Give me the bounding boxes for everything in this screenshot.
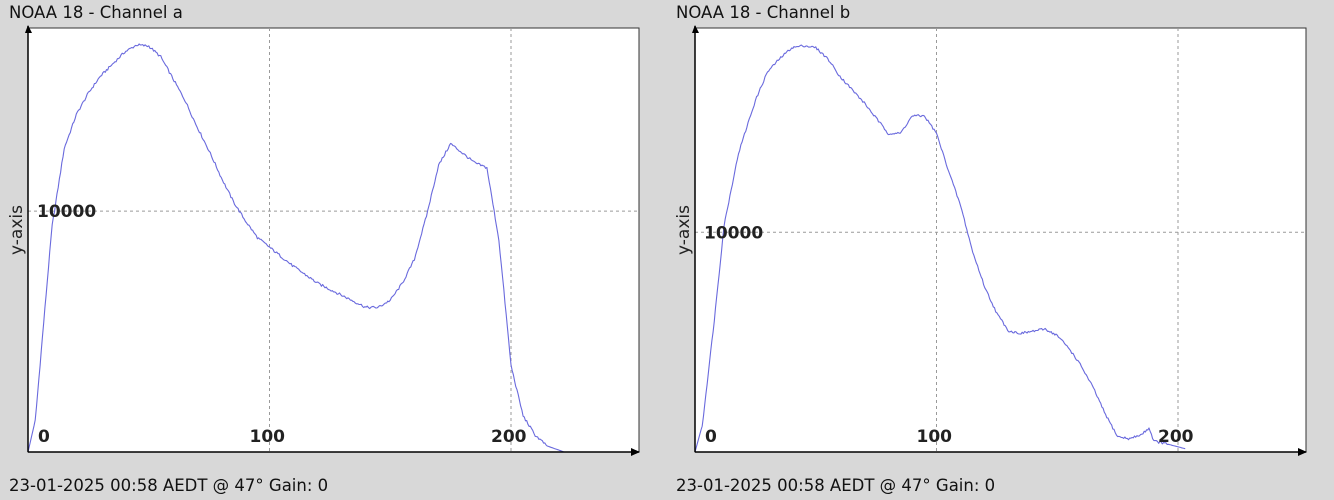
chart-title: NOAA 18 - Channel a — [9, 3, 183, 22]
series-line — [27, 43, 565, 453]
y-axis-arrow — [692, 25, 699, 33]
x-tick-label: 100 — [250, 427, 286, 447]
y-tick-label: 10000 — [37, 202, 96, 222]
y-axis-label: y-axis — [674, 205, 694, 255]
x-tick-label: 0 — [38, 427, 50, 447]
chart-plot-area: 0 100 200 10000 y-axis — [7, 25, 640, 456]
y-axis-arrow — [25, 25, 32, 33]
x-tick-label: 100 — [917, 427, 953, 447]
x-axis-arrow — [1298, 448, 1307, 456]
x-tick-label: 0 — [705, 427, 717, 447]
x-tick-label: 200 — [491, 427, 527, 447]
chart-footer: 23-01-2025 00:58 AEDT @ 47° Gain: 0 — [676, 476, 996, 495]
chart-panel-channel-a: NOAA 18 - Channel a 0 100 200 10000 y-axis 2… — [7, 3, 640, 495]
series-line — [694, 44, 1186, 453]
plot-background — [27, 27, 640, 453]
chart-footer: 23-01-2025 00:58 AEDT @ 47° Gain: 0 — [9, 476, 329, 495]
x-axis-arrow — [631, 448, 640, 456]
chart-title: NOAA 18 - Channel b — [676, 3, 851, 22]
y-tick-label: 10000 — [704, 223, 763, 243]
y-axis-label: y-axis — [7, 205, 27, 255]
x-tick-label: 200 — [1158, 427, 1194, 447]
chart-panel-channel-b: NOAA 18 - Channel b 0 100 200 10000 y-axis 2… — [667, 0, 1334, 500]
plot-background — [694, 27, 1307, 453]
chart-plot-area: 0 100 200 10000 y-axis — [674, 25, 1307, 456]
